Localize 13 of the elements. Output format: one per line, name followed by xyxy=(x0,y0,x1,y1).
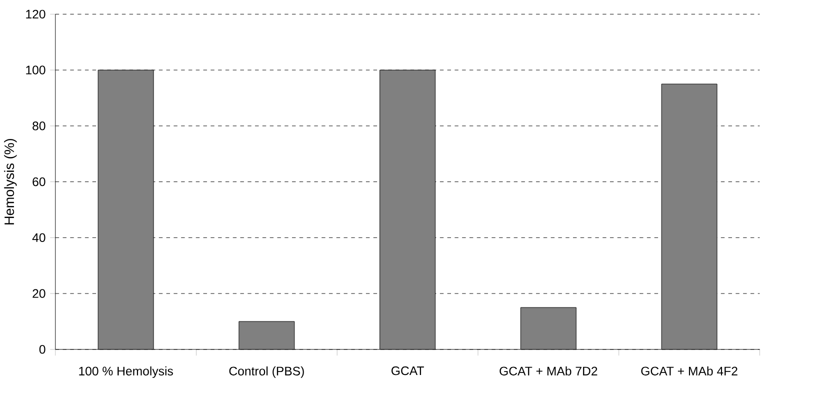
x-tick-label: 100 % Hemolysis xyxy=(79,366,173,378)
y-tick-label: 40 xyxy=(32,233,46,242)
y-tick-label: 80 xyxy=(32,122,46,130)
x-tick-label: GCAT xyxy=(392,366,424,376)
y-axis-title: Hemolysis (%) xyxy=(4,139,17,224)
x-tick-label: GCAT + MAb 7D2 xyxy=(500,366,598,376)
y-tick-label: 60 xyxy=(32,178,46,186)
y-tick-label: 120 xyxy=(26,10,46,19)
y-tick-label: 20 xyxy=(32,289,46,298)
y-tick-label: 100 xyxy=(26,66,46,75)
y-tick-label: 0 xyxy=(39,345,46,354)
x-tick-label: Control (PBS) xyxy=(229,366,304,378)
x-tick-label: GCAT + MAb 4F2 xyxy=(641,366,738,376)
